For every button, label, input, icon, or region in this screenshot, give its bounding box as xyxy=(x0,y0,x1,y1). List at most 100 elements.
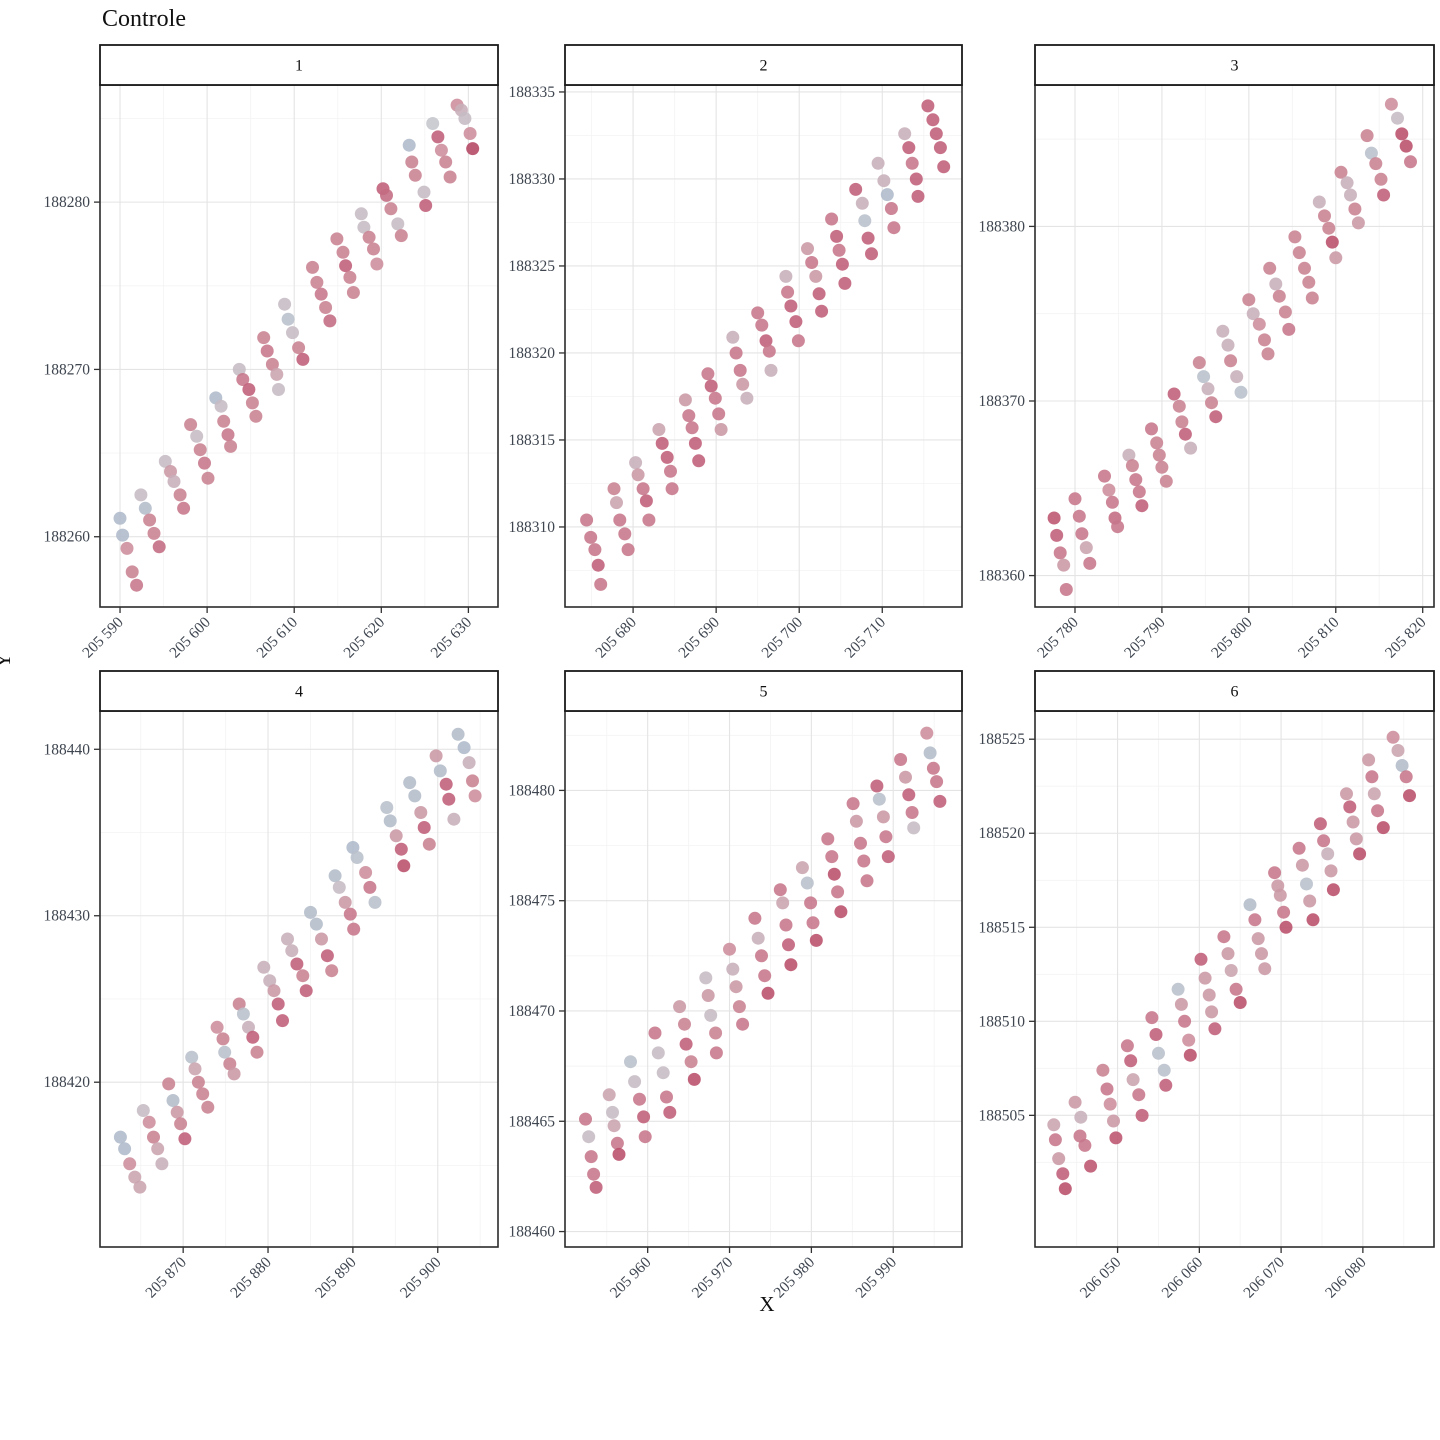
data-point xyxy=(779,269,793,283)
data-point xyxy=(825,850,839,864)
data-point xyxy=(339,259,353,273)
data-point xyxy=(1318,209,1331,223)
data-point xyxy=(1302,275,1316,289)
data-point xyxy=(755,949,768,963)
data-point xyxy=(1152,1046,1165,1060)
data-point xyxy=(1278,305,1292,319)
data-point xyxy=(610,496,623,510)
data-point xyxy=(1399,770,1413,784)
data-point xyxy=(606,1105,619,1119)
data-point xyxy=(709,1026,723,1040)
y-tick-label: 188470 xyxy=(509,1003,556,1020)
data-point xyxy=(408,789,422,803)
page-title: Controle xyxy=(102,6,186,32)
data-point xyxy=(408,168,422,182)
data-point xyxy=(849,814,863,828)
data-point xyxy=(673,1000,687,1014)
data-point xyxy=(607,482,621,496)
data-point xyxy=(1074,1110,1088,1124)
data-point xyxy=(242,383,256,396)
points-layer xyxy=(580,99,951,591)
data-point xyxy=(678,393,692,407)
data-point xyxy=(1399,139,1413,153)
data-point xyxy=(933,141,947,155)
data-point xyxy=(933,794,947,808)
data-point xyxy=(849,182,863,196)
data-point xyxy=(1159,1078,1173,1092)
data-point xyxy=(325,964,339,978)
data-point xyxy=(1369,157,1383,171)
data-point xyxy=(1317,834,1331,848)
data-point xyxy=(776,896,790,910)
data-point xyxy=(466,142,480,156)
data-point xyxy=(434,143,448,157)
data-point xyxy=(1321,847,1335,861)
data-point xyxy=(1145,1011,1159,1025)
x-tick-label: 205 600 xyxy=(166,614,214,662)
data-point xyxy=(1391,744,1405,757)
data-point xyxy=(286,326,299,340)
data-point xyxy=(1126,1073,1140,1087)
data-point xyxy=(1084,1159,1098,1173)
data-point xyxy=(1362,753,1376,767)
data-point xyxy=(663,1105,677,1119)
data-point xyxy=(589,1180,603,1194)
data-point xyxy=(736,377,750,391)
data-point xyxy=(242,1020,255,1034)
data-point xyxy=(1053,546,1067,560)
data-point xyxy=(621,543,635,557)
data-point xyxy=(468,789,482,803)
data-point xyxy=(830,229,844,243)
data-point xyxy=(1353,847,1367,861)
data-point xyxy=(1149,1028,1163,1041)
data-point xyxy=(343,907,357,921)
y-tick-label: 188525 xyxy=(979,731,1026,748)
data-point xyxy=(462,756,476,770)
data-point xyxy=(602,1088,616,1102)
data-point xyxy=(898,127,912,141)
data-point xyxy=(217,414,231,428)
data-point xyxy=(201,471,215,485)
facet-strip xyxy=(1034,44,1435,86)
x-tick-label: 205 710 xyxy=(841,614,889,662)
y-tick-label: 188260 xyxy=(44,529,91,546)
data-point xyxy=(292,341,306,355)
data-point xyxy=(346,841,360,854)
data-point xyxy=(1242,293,1256,307)
data-point xyxy=(263,974,277,988)
data-point xyxy=(1306,913,1320,927)
data-point xyxy=(872,792,886,806)
data-point xyxy=(155,1157,169,1171)
data-point xyxy=(328,869,342,883)
data-point xyxy=(1279,920,1293,934)
data-point xyxy=(1371,804,1385,818)
data-point xyxy=(655,436,669,450)
x-tick-label: 205 620 xyxy=(340,614,388,662)
data-point xyxy=(1246,307,1260,321)
data-point xyxy=(618,527,632,541)
data-point xyxy=(1248,913,1262,927)
data-point xyxy=(466,774,479,788)
data-point xyxy=(855,196,869,210)
data-point xyxy=(636,482,650,496)
data-point xyxy=(1098,469,1111,483)
data-point xyxy=(1288,230,1302,244)
data-point xyxy=(417,185,431,199)
data-point xyxy=(761,986,775,1000)
facet-strip-label: 2 xyxy=(760,58,768,75)
data-point xyxy=(193,443,207,457)
data-point xyxy=(363,880,377,894)
y-tick-label: 188380 xyxy=(979,218,1026,235)
data-point xyxy=(729,346,743,360)
data-point xyxy=(610,1136,624,1150)
data-point xyxy=(1050,528,1064,542)
data-point xyxy=(431,130,445,144)
data-point xyxy=(704,379,718,393)
data-point xyxy=(679,1037,693,1051)
data-point xyxy=(1305,291,1319,305)
data-point xyxy=(579,1112,592,1126)
facet-1: 205 590 205 600 205 610 205 620 205 630 18826… xyxy=(44,44,499,662)
data-point xyxy=(128,1170,142,1184)
data-point xyxy=(762,344,776,358)
